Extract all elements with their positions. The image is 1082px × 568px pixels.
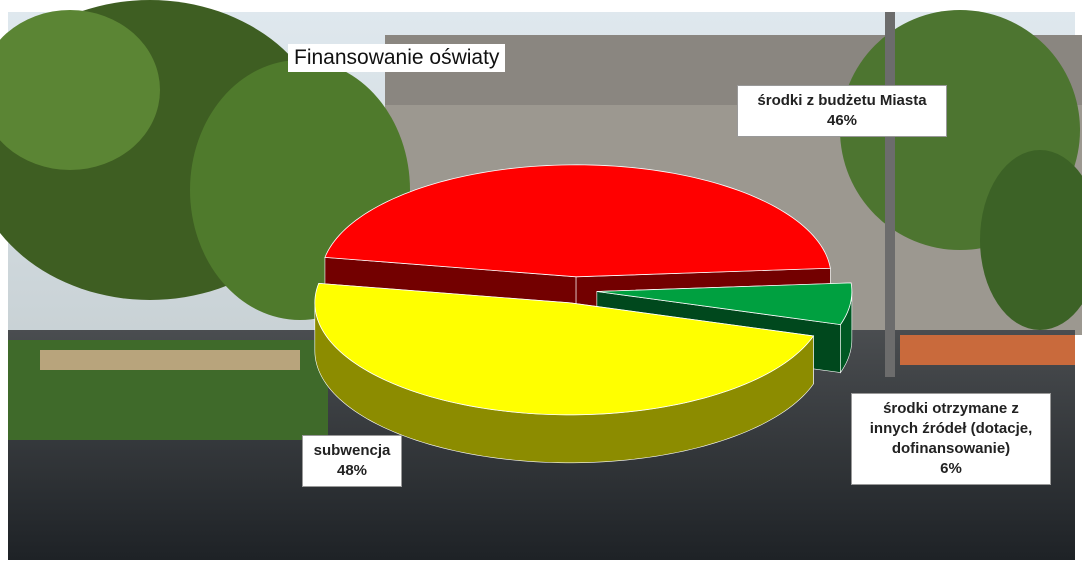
pie	[314, 164, 853, 464]
value-label: 46%	[826, 112, 858, 129]
slice-label: subwencja 48%	[302, 435, 402, 487]
slice	[324, 164, 831, 278]
category-label: środki z budżetu Miasta	[757, 92, 927, 109]
category-label: subwencja	[313, 442, 391, 459]
category-label: środki otrzymane z innych źródeł (dotacj…	[869, 400, 1033, 457]
slice	[596, 282, 853, 326]
chart-title: Finansowanie oświaty	[288, 44, 506, 72]
slice	[314, 282, 815, 416]
slice-label: środki otrzymane z innych źródeł (dotacj…	[851, 393, 1051, 485]
slice-label: środki z budżetu Miasta 46%	[737, 85, 947, 137]
value-label: 48%	[336, 462, 368, 479]
value-label: 6%	[940, 460, 962, 477]
